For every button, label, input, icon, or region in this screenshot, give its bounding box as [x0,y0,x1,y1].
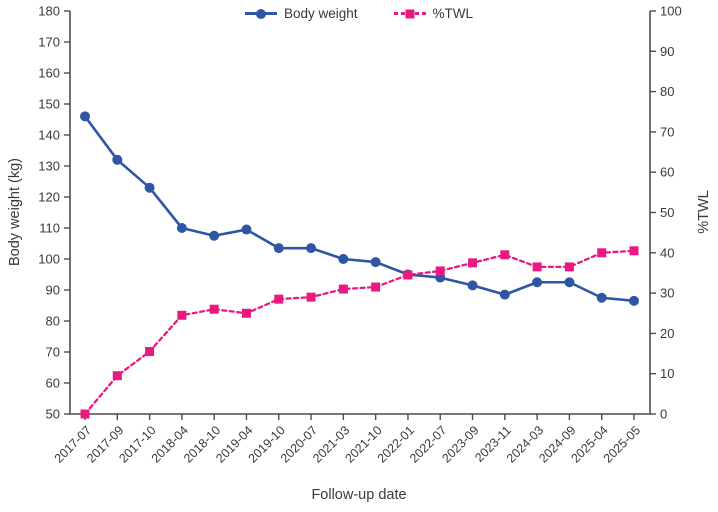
y-axis-left-tick-label: 80 [46,314,60,329]
y-axis-right-tick-label: 60 [660,165,674,180]
legend-item-body-weight: Body weight [244,6,358,21]
twl-point [532,262,542,272]
twl-point [209,304,219,314]
body-weight-point [241,224,252,235]
body-weight-point [467,280,478,291]
chart-legend: Body weight %TWL [0,6,718,21]
twl-point [500,250,510,260]
twl-point [629,246,639,256]
twl-point [145,347,155,357]
y-axis-left-tick-label: 60 [46,376,60,391]
y-axis-title-left: Body weight (kg) [7,158,23,266]
y-axis-left-tick-label: 90 [46,283,60,298]
body-weight-point [564,277,575,288]
y-axis-left-tick-label: 130 [38,159,60,174]
y-axis-left-tick-label: 140 [38,128,60,143]
legend-label-body-weight: Body weight [283,6,358,21]
y-axis-right-tick-label: 90 [660,44,674,59]
twl-point [177,310,187,320]
y-axis-right-tick-label: 20 [660,326,674,341]
circle-marker-icon [255,8,266,19]
twl-point [241,308,251,318]
twl-point [564,262,574,272]
twl-point [597,248,607,258]
y-axis-left-tick-label: 120 [38,190,60,205]
body-weight-point [499,289,510,300]
y-axis-right-tick-label: 50 [660,205,674,220]
body-weight-point [273,243,284,254]
y-axis-right-tick-label: 100 [660,4,682,19]
body-weight-point [80,111,90,122]
twl-point [338,284,348,294]
y-axis-right-tick-label: 40 [660,245,674,260]
y-axis-left-tick-label: 110 [39,221,60,236]
twl-point [306,292,316,302]
body-weight-point [306,243,317,254]
axis-frame [69,11,651,415]
y-axis-left-tick-label: 50 [46,407,60,422]
legend-swatch-line-body-weight [244,8,277,19]
y-axis-right-tick-label: 70 [660,124,674,139]
y-axis-left-tick-label: 100 [38,252,60,267]
body-weight-point [596,292,607,303]
twl-point [435,266,445,276]
y-axis-left-tick-label: 180 [38,4,60,19]
twl-point [468,258,478,268]
y-axis-right-tick-label: 0 [660,407,667,422]
y-axis-right-tick-label: 30 [660,286,674,301]
twl-point [112,371,122,381]
y-axis-right-tick-label: 80 [660,84,674,99]
body-weight-point [144,182,155,193]
twl-point [371,282,381,292]
y-axis-left-tick-label: 170 [38,35,60,50]
body-weight-point [176,223,187,233]
body-weight-point [209,230,220,241]
legend-label-twl: %TWL [432,6,474,21]
twl-point [80,409,90,419]
twl-line [83,249,636,416]
body-weight-point [370,257,381,268]
twl-point [274,294,284,304]
y-axis-left-tick-label: 150 [38,97,60,112]
body-weight-line [83,115,636,303]
y-axis-right-tick-label: 10 [660,366,674,381]
x-axis-title: Follow-up date [311,487,407,503]
twl-point [403,270,413,280]
legend-item-twl: %TWL [393,6,474,21]
y-axis-left-tick-label: 70 [46,345,60,360]
square-marker-icon [405,9,415,18]
y-axis-left-tick-label: 160 [38,66,60,81]
body-weight-point [629,295,639,306]
body-weight-point [338,254,349,264]
legend-swatch-line-twl [393,9,426,18]
body-weight-point [532,277,543,288]
y-axis-title-right: %TWL [696,190,712,234]
body-weight-point [112,154,123,165]
